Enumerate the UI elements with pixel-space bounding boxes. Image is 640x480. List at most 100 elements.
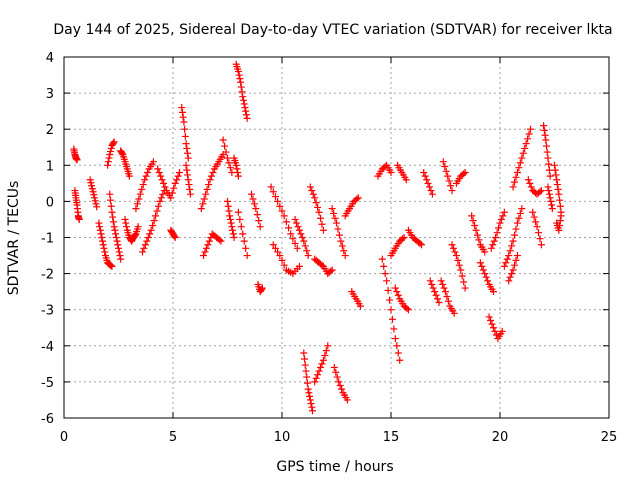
data-point: [530, 213, 538, 221]
data-point: [536, 235, 544, 243]
data-point: [171, 179, 179, 187]
data-point: [461, 284, 469, 292]
data-point: [182, 161, 190, 169]
data-point: [253, 211, 261, 219]
data-point: [157, 172, 165, 180]
data-point: [242, 107, 250, 115]
data-point: [471, 221, 479, 229]
data-point: [205, 181, 213, 189]
data-point: [388, 315, 396, 323]
data-point: [107, 196, 115, 204]
data-point: [403, 304, 411, 312]
data-point: [149, 221, 157, 229]
data-point: [513, 252, 521, 260]
data-point: [317, 214, 325, 222]
data-point: [338, 242, 346, 250]
data-point: [545, 190, 553, 198]
data-point: [225, 207, 233, 215]
data-point: [498, 327, 506, 335]
data-point: [506, 247, 514, 255]
data-point: [208, 172, 216, 180]
data-point: [160, 179, 168, 187]
data-point: [111, 226, 119, 234]
data-point: [312, 199, 320, 207]
data-point: [271, 244, 279, 252]
data-point: [225, 159, 233, 167]
data-point: [167, 194, 175, 202]
data-point: [468, 212, 476, 220]
data-point: [443, 292, 451, 300]
data-point: [319, 356, 327, 364]
data-point: [544, 183, 552, 191]
data-point: [418, 241, 426, 249]
data-point: [107, 202, 115, 210]
data-point: [287, 230, 295, 238]
data-point: [134, 223, 142, 231]
data-point: [234, 172, 242, 180]
data-point: [451, 248, 459, 256]
data-point: [303, 247, 311, 255]
data-point: [489, 288, 497, 296]
data-point: [309, 190, 317, 198]
x-axis: 0 5 10 15 20 25: [60, 57, 617, 445]
data-point: [548, 201, 556, 209]
data-point: [107, 144, 115, 152]
data-point: [311, 378, 319, 386]
data-point: [551, 161, 558, 169]
data-point: [75, 215, 83, 223]
data-point: [285, 224, 293, 232]
data-point: [535, 229, 543, 237]
data-point: [450, 309, 458, 317]
data-point: [341, 252, 349, 260]
data-point: [121, 215, 129, 223]
data-point: [455, 261, 463, 269]
data-point: [115, 244, 122, 252]
data-point: [73, 156, 81, 164]
data-point: [235, 71, 243, 79]
data-point: [511, 261, 519, 269]
data-point: [86, 176, 94, 184]
data-point: [95, 219, 103, 227]
data-point: [390, 325, 398, 333]
data-point: [333, 219, 340, 227]
data-point: [183, 144, 191, 152]
data-point: [239, 96, 247, 104]
data-point: [96, 226, 104, 234]
data-point: [243, 114, 251, 122]
data-point: [427, 187, 435, 195]
data-point: [236, 75, 244, 83]
data-point: [404, 306, 412, 314]
data-point: [497, 215, 505, 223]
data-point: [106, 190, 114, 198]
data-point: [536, 188, 544, 196]
data-point: [140, 244, 148, 252]
data-point: [297, 230, 305, 238]
data-point: [548, 205, 556, 213]
data-point: [309, 407, 317, 415]
data-point: [90, 191, 98, 199]
data-point: [224, 202, 232, 210]
data-point: [234, 67, 242, 75]
x-tick-label: 0: [60, 430, 68, 445]
data-point: [522, 140, 530, 148]
data-point: [387, 306, 395, 314]
data-point: [322, 347, 330, 355]
data-point: [180, 118, 188, 126]
data-point: [89, 188, 97, 196]
data-point: [132, 205, 140, 213]
data-point: [101, 248, 109, 256]
data-point: [182, 140, 190, 148]
data-point: [314, 203, 322, 211]
y-tick-label: 2: [46, 123, 54, 138]
data-point: [300, 237, 308, 245]
data-point: [509, 183, 517, 191]
data-point: [421, 172, 429, 180]
data-point: [216, 236, 224, 244]
data-point: [516, 159, 524, 167]
data-point: [242, 244, 250, 252]
data-point: [553, 181, 561, 189]
data-point: [399, 235, 407, 243]
data-point: [324, 342, 332, 350]
data-point: [318, 220, 326, 228]
